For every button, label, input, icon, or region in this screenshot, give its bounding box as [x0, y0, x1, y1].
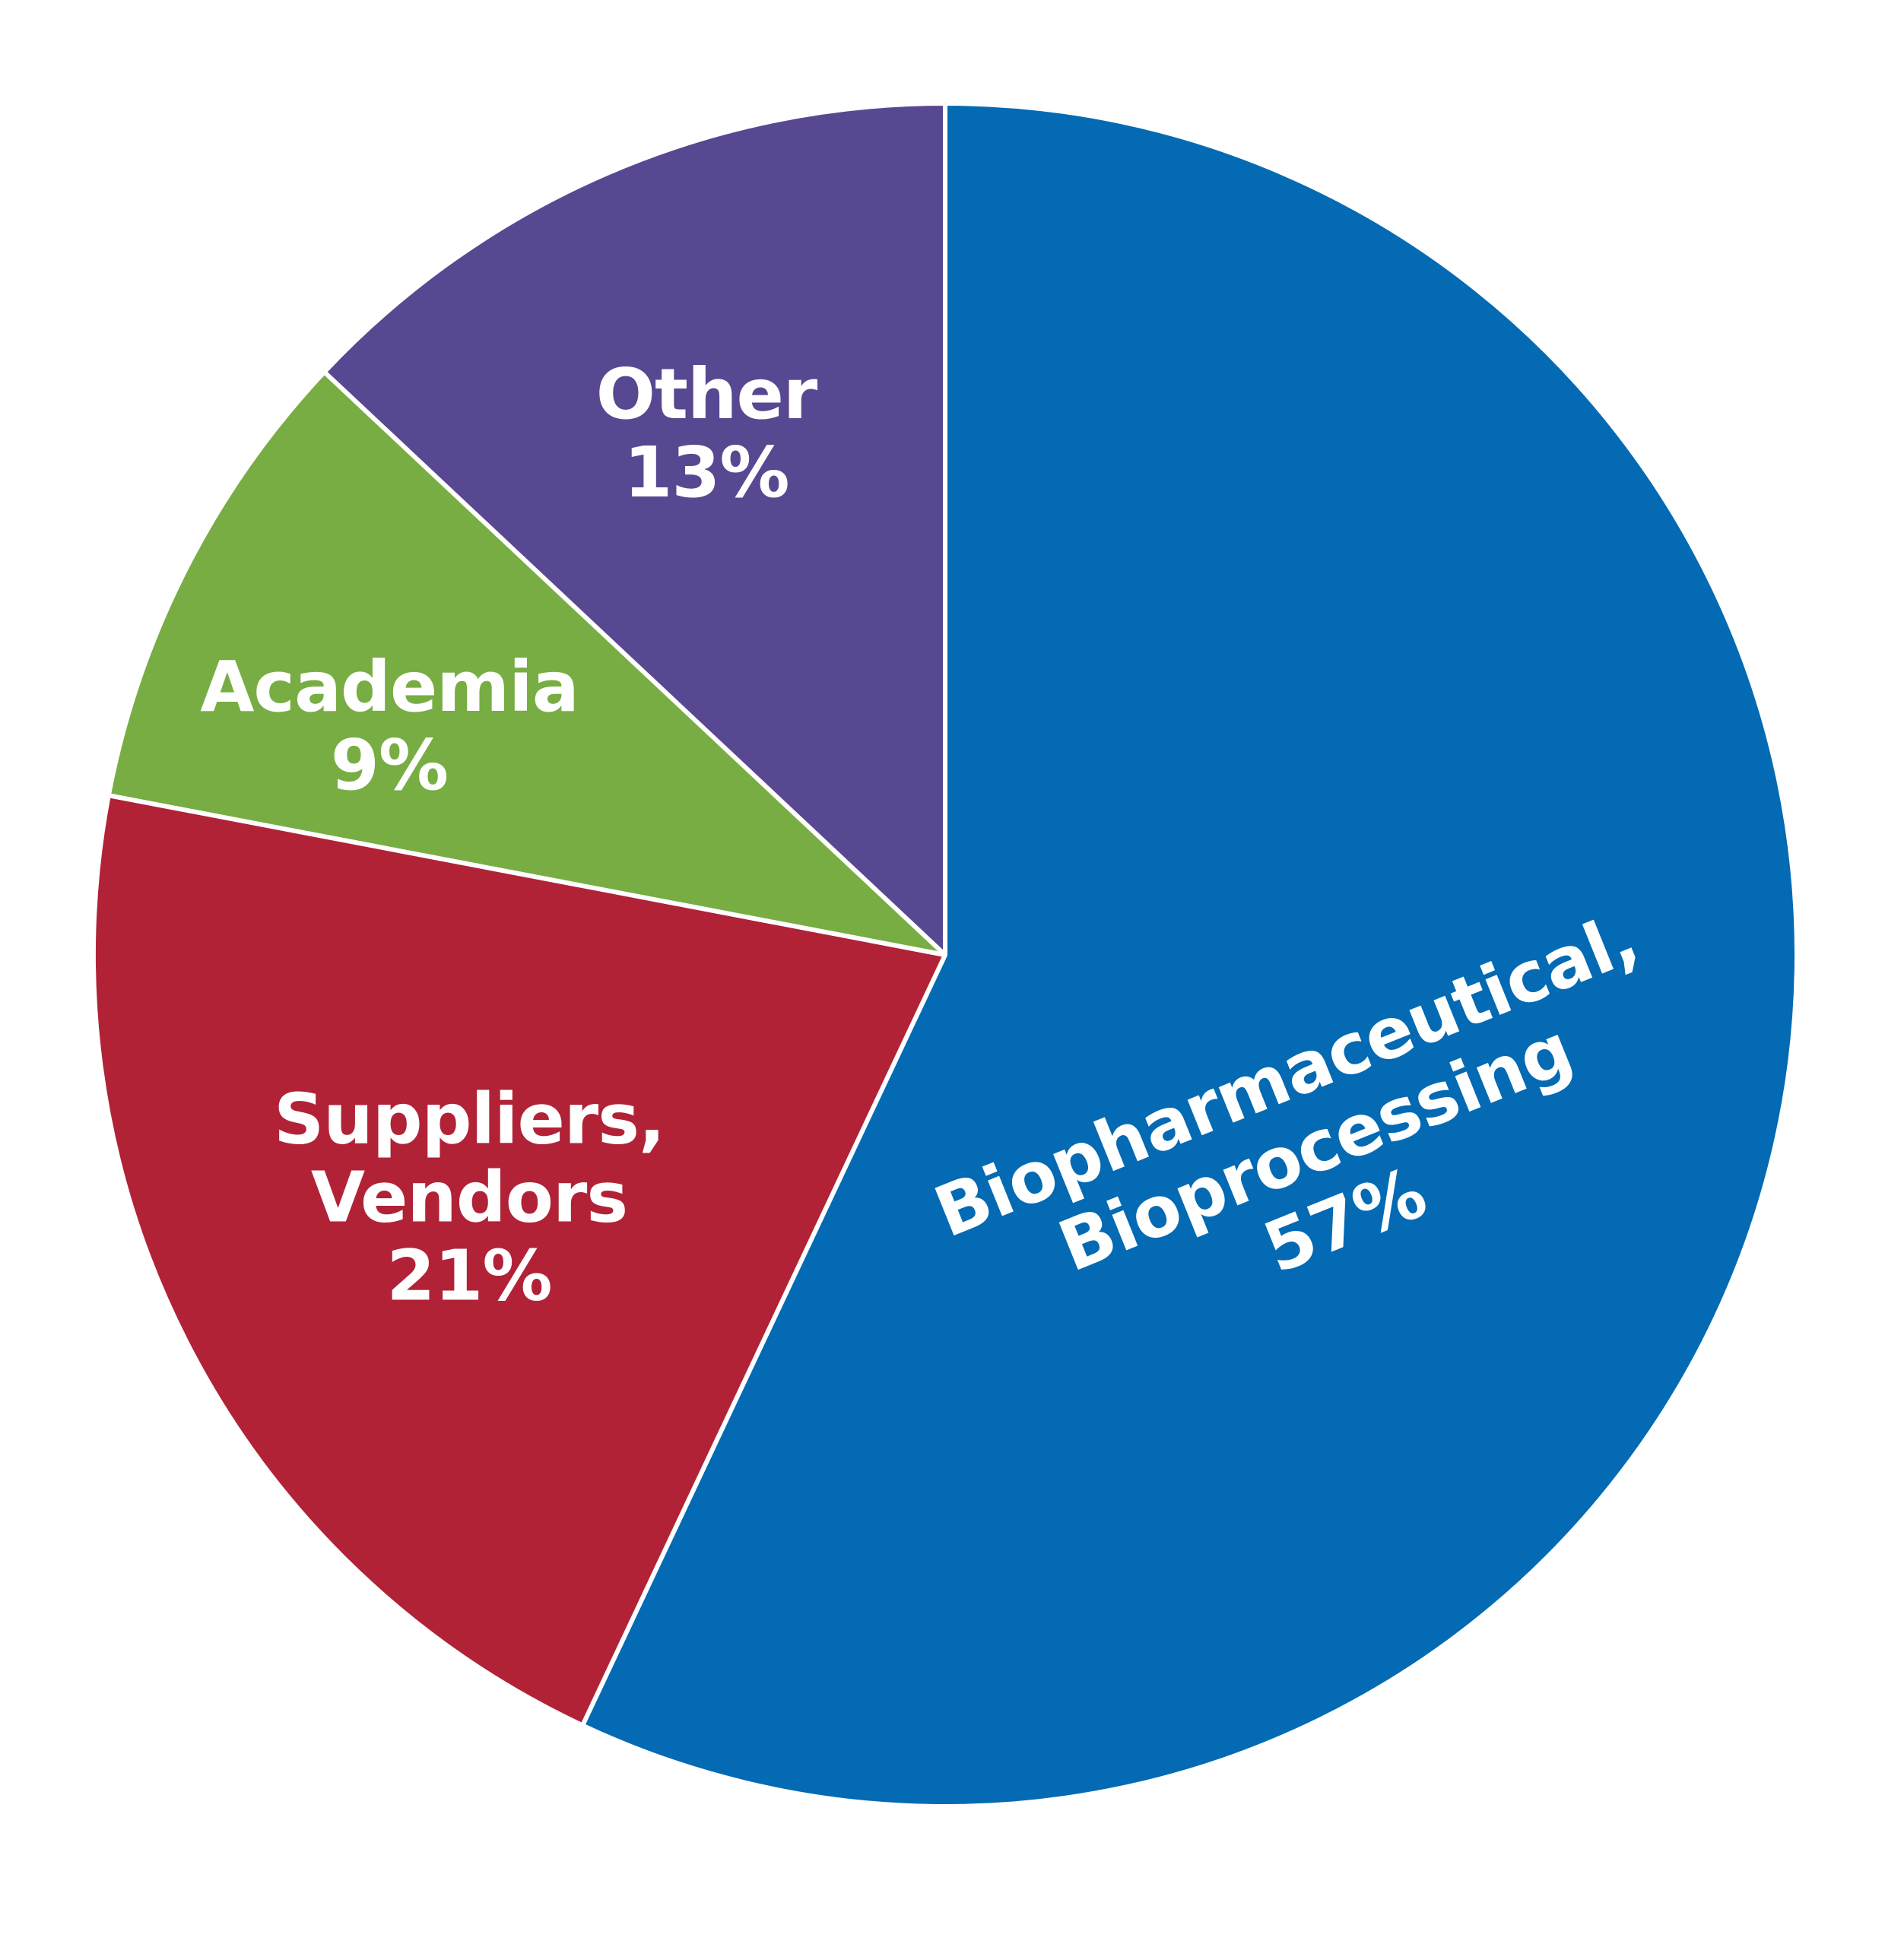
pie-slice [91, 793, 947, 1728]
category-label: Suppliers, Vendors [273, 1078, 665, 1238]
pie-slice [106, 369, 947, 957]
slice-label: Suppliers, Vendors 21% [274, 1080, 665, 1315]
pie-slice [580, 101, 1799, 1809]
slice-label: Other 13% [596, 355, 817, 512]
value-label: 9% [330, 725, 449, 806]
pie-slice [322, 101, 947, 957]
category-label: Academia [200, 645, 579, 728]
value-label: 21% [386, 1235, 552, 1317]
slice-label: Academia 9% [200, 648, 579, 804]
category-label: Other [595, 353, 817, 435]
value-label: 13% [624, 432, 789, 513]
